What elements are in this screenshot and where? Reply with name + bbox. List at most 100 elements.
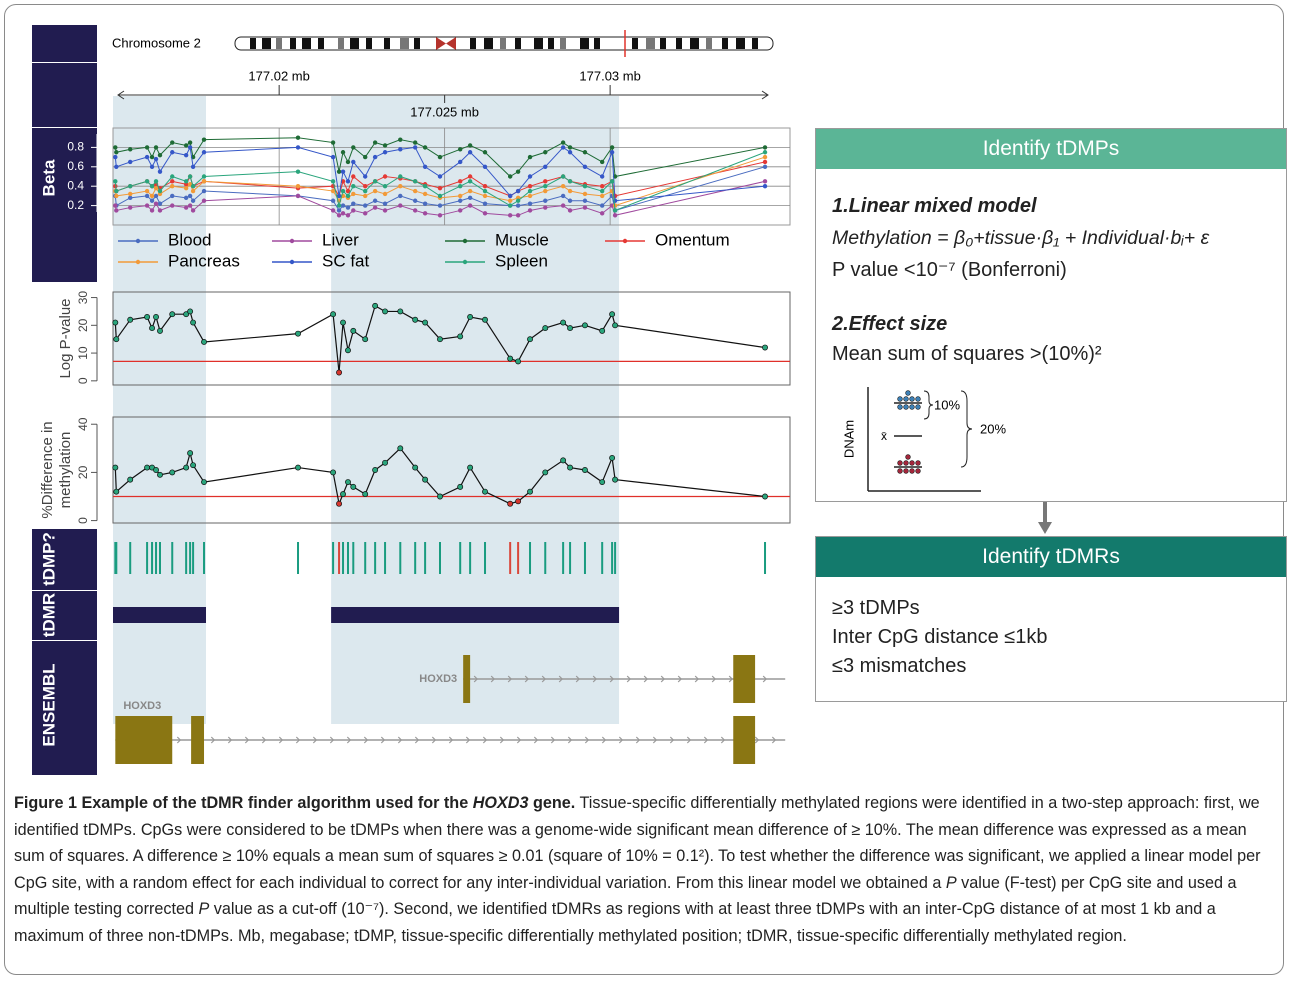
strand-arrow — [575, 675, 581, 683]
strand-arrow — [584, 736, 590, 744]
beta-point — [149, 184, 155, 189]
beta-point — [382, 208, 388, 213]
beta-point — [336, 169, 342, 174]
beta-point — [372, 188, 378, 194]
ideogram-band — [350, 38, 359, 49]
beta-point — [340, 169, 346, 174]
beta-point — [149, 154, 155, 160]
tdmp-bar — [185, 542, 188, 574]
beta-point — [482, 188, 488, 194]
strand-arrow — [312, 736, 318, 744]
exon — [733, 655, 756, 703]
beta-point — [507, 193, 513, 199]
beta-point — [382, 201, 388, 206]
beta-point — [336, 213, 342, 218]
beta-point — [128, 159, 133, 165]
strand-arrow — [609, 675, 615, 683]
value-point — [112, 319, 119, 326]
beta-point — [330, 198, 336, 203]
beta-point — [762, 164, 768, 169]
ideogram-band — [250, 38, 256, 49]
beta-point — [527, 201, 533, 206]
value-point — [183, 464, 190, 471]
beta-point — [340, 150, 346, 155]
beta-point — [149, 198, 155, 203]
value-point — [372, 467, 379, 473]
strand-arrow — [465, 736, 471, 744]
value-point — [340, 319, 346, 326]
beta-point — [437, 203, 443, 208]
beta-point — [457, 184, 463, 189]
beta-point — [372, 154, 378, 160]
tdmp-bar — [459, 542, 462, 574]
beta-point — [560, 203, 566, 208]
beta-point — [582, 150, 588, 155]
beta-point — [398, 193, 403, 199]
beta-point — [398, 147, 403, 152]
beta-point — [336, 208, 342, 213]
value-point — [345, 479, 351, 485]
y-axis-label: %Difference in — [39, 421, 56, 518]
value-point — [762, 344, 768, 351]
beta-point — [412, 198, 418, 203]
beta-point — [543, 198, 548, 203]
beta-point — [128, 184, 133, 189]
ideogram-band — [338, 38, 344, 49]
tdmp-bar — [192, 542, 195, 574]
beta-point — [582, 164, 588, 169]
exon — [463, 655, 471, 703]
value-point — [201, 479, 207, 485]
strand-arrow — [397, 736, 403, 744]
beta-point — [170, 193, 175, 199]
beta-point — [762, 184, 768, 189]
tdmr-bar — [331, 607, 620, 623]
beta-point — [201, 188, 207, 194]
value-point — [412, 316, 419, 323]
beta-point — [422, 191, 428, 197]
beta-point — [351, 145, 356, 150]
value-point — [362, 491, 369, 498]
brace — [923, 390, 934, 420]
ideogram-band — [276, 38, 282, 49]
beta-point — [170, 179, 175, 184]
value-point — [567, 325, 574, 332]
value-point — [295, 330, 301, 337]
y-tick-label: 40 — [76, 417, 90, 431]
sidebar-block — [32, 25, 97, 62]
tdmp-bar — [203, 542, 206, 574]
beta-point — [351, 174, 356, 179]
ideogram-band — [594, 38, 600, 49]
tdmp-bar — [601, 542, 604, 574]
beta-point — [144, 203, 150, 208]
sidebar-block — [32, 529, 97, 590]
legend-swatch — [289, 238, 295, 244]
beta-point — [113, 154, 118, 160]
sidebar-block — [32, 128, 97, 282]
strand-arrow — [762, 675, 768, 683]
track-label: tDMP? — [39, 532, 58, 586]
strand-arrow — [533, 736, 539, 744]
value-point — [582, 322, 588, 329]
strand-arrow — [711, 675, 717, 683]
tdmp-bar — [189, 542, 192, 574]
beta-point — [345, 213, 351, 218]
strand-arrow — [720, 736, 726, 744]
beta-point — [762, 150, 768, 155]
box-header: Identify tDMRs — [816, 537, 1286, 577]
beta-point — [412, 140, 418, 145]
legend-label: Pancreas — [168, 251, 240, 270]
beta-point — [412, 179, 418, 184]
beta-point — [157, 188, 163, 194]
beta-point — [507, 174, 513, 179]
value-point — [437, 336, 443, 343]
diagram-axis-label: DNAm — [841, 420, 856, 458]
value-point — [382, 308, 389, 315]
beta-point — [467, 188, 473, 194]
beta-point — [457, 193, 463, 199]
strand-arrow — [567, 736, 573, 744]
strand-arrow — [278, 736, 284, 744]
beta-point — [515, 203, 521, 208]
beta-point — [187, 174, 193, 179]
value-point — [457, 483, 464, 490]
beta-point — [467, 143, 473, 148]
